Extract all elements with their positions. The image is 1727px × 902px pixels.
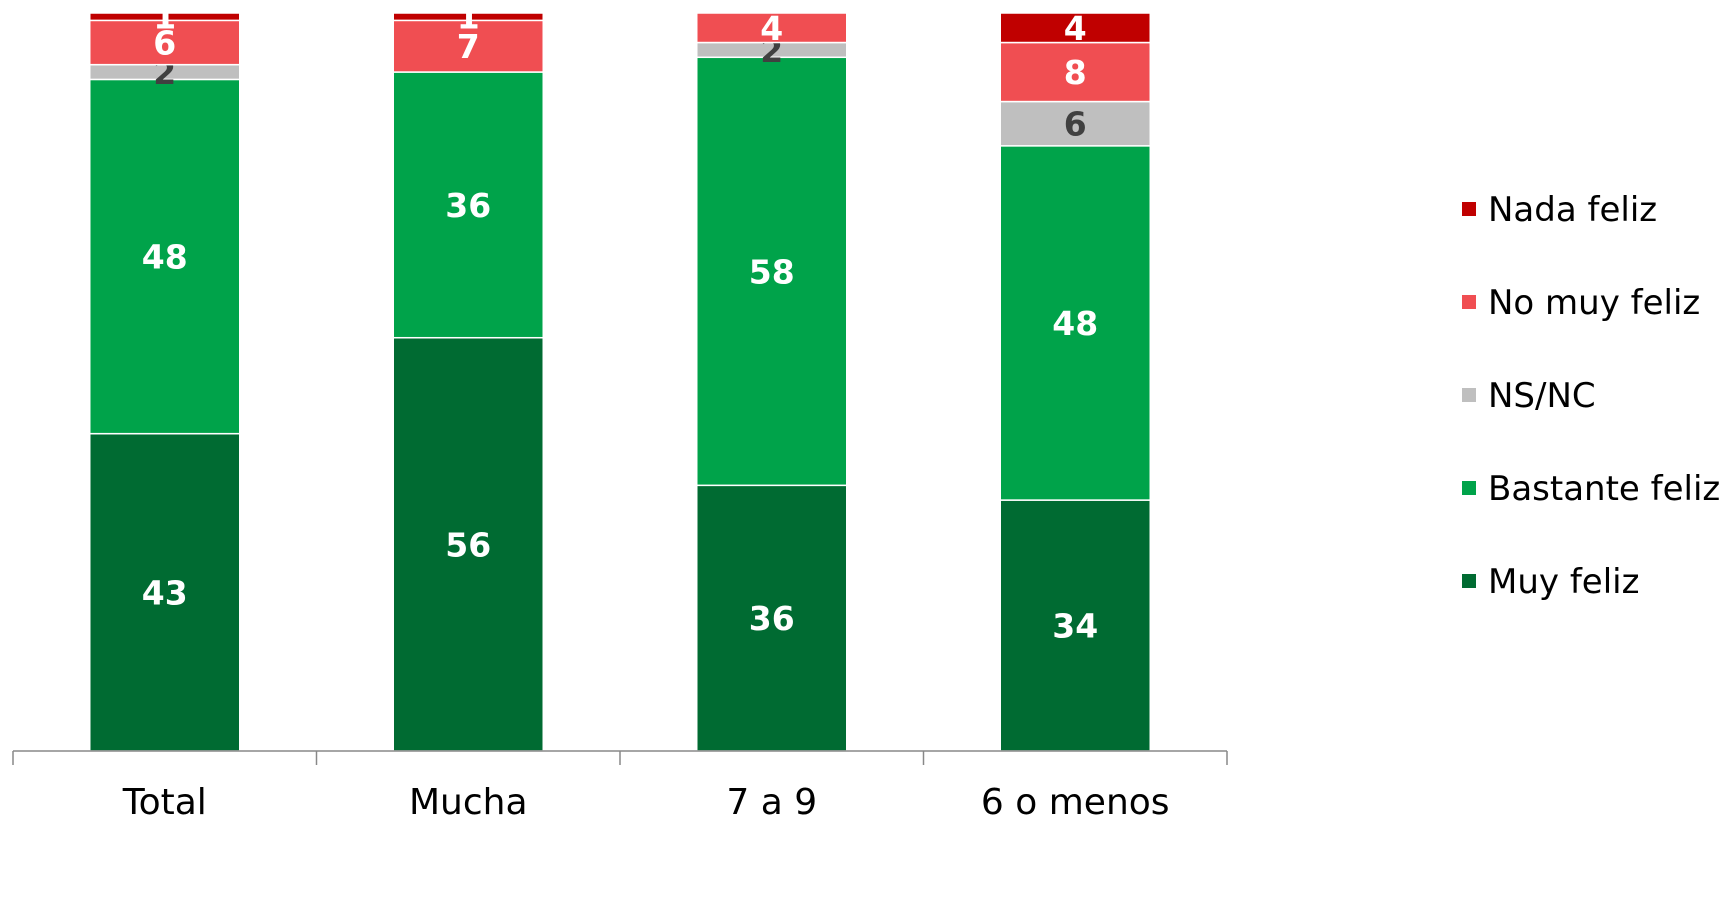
legend-item-bastante-feliz: Bastante feliz <box>1462 469 1722 562</box>
legend-swatch <box>1462 295 1476 309</box>
legend-label: NS/NC <box>1488 376 1596 416</box>
legend-swatch <box>1462 574 1476 588</box>
bar-segment-no-muy-feliz <box>999 41 1151 103</box>
legend-label: Muy feliz <box>1488 562 1640 602</box>
legend-swatch <box>1462 388 1476 402</box>
data-label: 48 <box>142 238 188 277</box>
bar-segment-bastante-feliz <box>999 145 1151 501</box>
x-tick-label: Mucha <box>409 782 528 823</box>
data-label: 56 <box>445 525 491 564</box>
bar-segment-no-muy-feliz <box>392 19 544 73</box>
legend-swatch <box>1462 202 1476 216</box>
legend-item-nada-feliz: Nada feliz <box>1462 190 1722 283</box>
data-label: 6 <box>1064 105 1087 144</box>
bar-segment-nada-feliz <box>392 12 544 22</box>
data-label: 4 <box>1064 9 1087 48</box>
x-tick-label: 7 a 9 <box>726 782 817 823</box>
data-label: 1 <box>457 0 480 37</box>
legend-swatch <box>1462 481 1476 495</box>
bar-segment-muy-feliz <box>999 499 1151 752</box>
x-axis: Total Mucha 7 a 9 6 o menos <box>12 750 1228 823</box>
data-label: 36 <box>749 599 795 638</box>
legend-label: Bastante feliz <box>1488 469 1721 509</box>
x-tick-label: Total <box>122 782 207 823</box>
bar-segment-no-muy-feliz <box>89 19 241 66</box>
bar-segment-bastante-feliz <box>392 71 544 339</box>
data-label: 4 <box>760 9 783 48</box>
legend-label: No muy feliz <box>1488 283 1701 323</box>
legend-label: Nada feliz <box>1488 190 1658 230</box>
data-label: 6 <box>153 24 176 63</box>
bar-segment-bastante-feliz <box>696 56 848 487</box>
bar-segment-muy-feliz <box>696 484 848 752</box>
bar-segment-nada-feliz <box>999 12 1151 44</box>
x-tick-label: 6 o menos <box>981 782 1170 823</box>
legend-item-ns-nc: NS/NC <box>1462 376 1722 469</box>
bar-segment-muy-feliz <box>89 432 241 752</box>
data-label: 48 <box>1052 304 1098 343</box>
data-label: 8 <box>1064 53 1087 92</box>
bar-segment-ns-nc <box>999 100 1151 147</box>
data-label: 36 <box>445 186 491 225</box>
data-label: 1 <box>153 0 176 37</box>
legend: Nada feliz No muy feliz NS/NC Bastante f… <box>1462 190 1722 655</box>
data-label: 43 <box>142 573 188 612</box>
data-label: 7 <box>457 27 480 66</box>
bar-segment-no-muy-feliz <box>696 12 848 44</box>
bar-segment-muy-feliz <box>392 336 544 752</box>
bar-segment-nada-feliz <box>89 12 241 22</box>
data-label: 34 <box>1052 607 1098 646</box>
legend-item-muy-feliz: Muy feliz <box>1462 562 1722 655</box>
data-label: 58 <box>749 252 795 291</box>
legend-item-no-muy-feliz: No muy feliz <box>1462 283 1722 376</box>
